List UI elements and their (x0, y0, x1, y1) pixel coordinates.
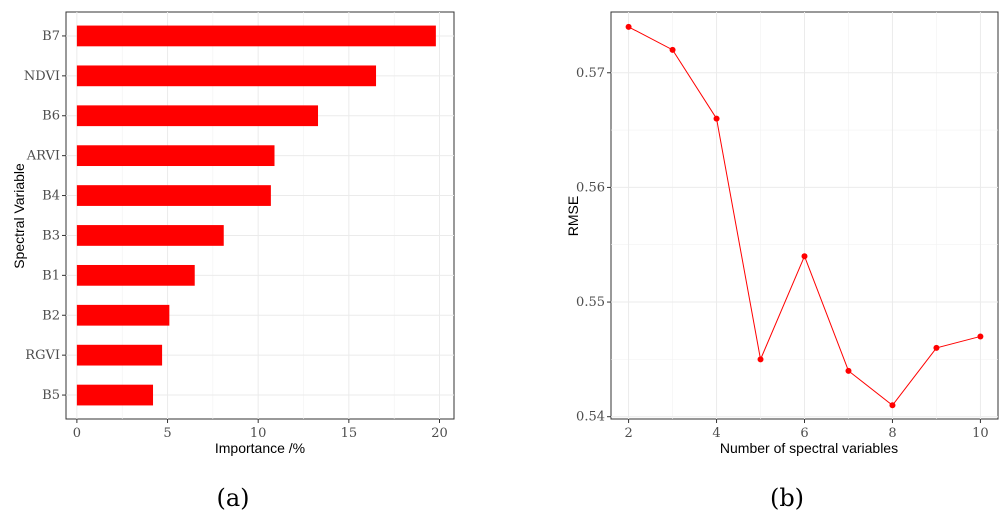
importance-bars (76, 25, 436, 406)
x-tick-label: 2 (624, 426, 632, 441)
x-tick-label: 10 (250, 426, 267, 441)
rmse-y-axis-title: RMSE (565, 196, 581, 236)
y-tick-label: 0.57 (576, 66, 605, 81)
y-tick-label: NDVI (24, 69, 60, 84)
y-tick-label: 0.56 (576, 180, 605, 195)
y-tick-label: B5 (42, 388, 60, 403)
bar-b4 (76, 185, 271, 206)
x-tick-label: 6 (800, 426, 808, 441)
y-tick-label: 0.55 (576, 295, 605, 310)
x-tick-label: 15 (341, 426, 358, 441)
rmse-x-tick-labels: 2 4 6 8 10 (624, 419, 989, 441)
x-tick-label: 10 (972, 426, 989, 441)
importance-x-axis-title: Importance /% (215, 440, 305, 456)
y-tick-label: 0.54 (576, 410, 605, 425)
y-tick-label: ARVI (26, 149, 60, 164)
rmse-point-9 (933, 344, 940, 351)
x-tick-label: 4 (712, 426, 720, 441)
panel-a-label: (a) (216, 484, 249, 512)
bar-rgvi (76, 344, 163, 366)
x-tick-label: 8 (888, 426, 896, 441)
rmse-point-10 (977, 333, 984, 340)
bar-b2 (76, 304, 170, 326)
rmse-line-series (625, 23, 984, 409)
importance-chart: B7 NDVI B6 ARVI B4 B3 B1 B2 RGVI B5 0 5 10 15 20 Impo… (11, 11, 455, 512)
y-tick-label: RGVI (25, 348, 60, 363)
bar-ndvi (76, 65, 377, 87)
x-tick-label: 20 (431, 426, 448, 441)
x-tick-label: 5 (163, 426, 171, 441)
rmse-point-8 (889, 402, 896, 409)
rmse-point-6 (801, 253, 808, 260)
bar-b3 (76, 225, 224, 246)
bar-b1 (76, 264, 195, 286)
rmse-y-tick-labels: 0.54 0.55 0.56 0.57 (576, 66, 611, 425)
rmse-point-3 (669, 46, 676, 53)
panel-b-label: (b) (770, 484, 804, 512)
y-tick-label: B2 (42, 308, 60, 323)
importance-y-axis-title: Spectral Variable (11, 163, 27, 269)
bar-arvi (76, 145, 275, 167)
bar-b6 (76, 105, 319, 127)
y-tick-label: B1 (42, 268, 60, 283)
y-tick-label: B4 (42, 189, 60, 204)
importance-y-tick-labels: B7 NDVI B6 ARVI B4 B3 B1 B2 RGVI B5 (24, 29, 66, 403)
rmse-point-5 (757, 356, 764, 363)
y-tick-label: B7 (42, 29, 60, 44)
importance-x-tick-labels: 0 5 10 15 20 (73, 419, 448, 441)
bar-b5 (76, 384, 154, 406)
y-tick-label: B3 (42, 228, 60, 243)
rmse-point-4 (713, 115, 720, 122)
rmse-chart: 0.54 0.55 0.56 0.57 2 4 6 8 10 Number of spectr… (565, 11, 999, 512)
rmse-grid (611, 12, 998, 419)
bar-b7 (76, 25, 436, 47)
rmse-point-2 (625, 23, 632, 30)
y-tick-label: B6 (42, 109, 60, 124)
rmse-x-axis-title: Number of spectral variables (720, 440, 898, 456)
x-tick-label: 0 (73, 426, 81, 441)
rmse-point-7 (845, 367, 852, 374)
